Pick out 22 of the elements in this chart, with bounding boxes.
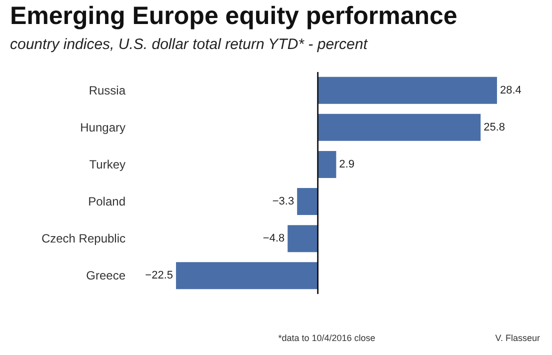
data-label: −3.3 <box>272 196 294 208</box>
chart-subtitle: country indices, U.S. dollar total return YTD* - percent <box>10 36 368 53</box>
bar <box>176 262 318 290</box>
bar <box>318 114 481 141</box>
text: *data to 10/4/2016 close <box>278 333 376 343</box>
bar <box>318 150 336 178</box>
y-tick-label: Hungary <box>80 120 126 134</box>
y-tick-label: Poland <box>88 194 126 209</box>
data-label: 25.8 <box>484 121 506 134</box>
y-tick-label: Russia <box>88 83 126 98</box>
data-label: −4.8 <box>262 232 285 245</box>
bar <box>297 188 318 216</box>
bar <box>288 225 318 252</box>
chart-title: Emerging Europe equity performance <box>10 2 458 31</box>
y-tick-label: Greece <box>86 268 126 283</box>
data-label: 28.4 <box>500 84 522 96</box>
y-tick-label: Czech Republic <box>41 232 126 246</box>
data-label: 2.9 <box>339 158 354 170</box>
y-tick-label: Turkey <box>89 157 126 172</box>
bar <box>318 76 497 104</box>
data-label: −22.5 <box>145 270 173 282</box>
text: V. Flasseur <box>495 333 540 343</box>
